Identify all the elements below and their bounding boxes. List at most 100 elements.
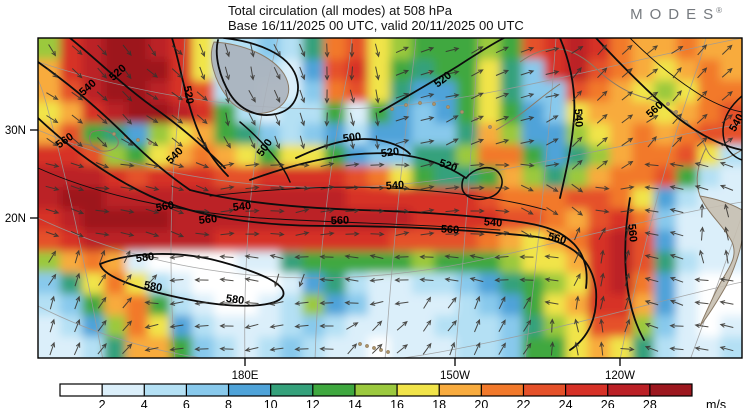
wind-arrow [369,254,384,259]
colorbar-tick-label: 26 [601,398,615,408]
field-cell [346,272,369,295]
wind-arrow [545,162,560,167]
wind-arrow [295,208,310,214]
wind-arrow [122,273,132,286]
field-cell [412,230,435,253]
wind-arrow [224,43,230,58]
colorbar-tick-label: 14 [348,398,362,408]
field-cell [192,315,215,338]
contour-label: 540 [483,216,502,229]
wind-arrow [669,208,684,214]
wind-arrow [644,277,659,283]
field-cell [170,102,193,125]
wind-arrow [574,318,579,333]
wind-arrow [248,135,256,149]
wind-arrow [99,249,106,264]
map-border [37,37,743,359]
field-cell [654,336,677,358]
wind-arrow [699,249,705,264]
height-contour [295,138,411,159]
field-cell [434,230,457,253]
wind-arrow [49,341,56,356]
wind-arrow [121,138,134,146]
wind-arrow [419,254,434,260]
field-cell [478,102,501,125]
wind-arrow [274,273,280,288]
field-cell [324,59,347,82]
field-cell [148,208,171,231]
wind-arrow [646,45,659,55]
colorbar-segment [607,384,650,396]
wind-arrow [545,93,560,98]
lon-tick-label: 150W [440,370,470,382]
field-cell [280,187,303,210]
contour-label: 540 [385,179,404,192]
wind-arrow [45,231,60,238]
wind-arrow [420,116,435,121]
wind-arrow [244,277,259,282]
wind-arrow [74,318,81,333]
wind-arrow [596,113,608,124]
wind-arrow [194,323,209,329]
wind-arrow [324,112,330,127]
field-cell [588,251,611,274]
colorbar-segment [270,384,313,396]
wind-arrow [721,44,733,55]
field-cell [676,123,699,146]
field-cell [632,336,655,358]
wind-arrow [195,231,210,237]
wind-arrow [370,185,385,191]
wind-arrow [520,69,535,76]
field-cell [390,80,413,103]
height-contour [189,189,588,289]
wind-arrow [444,254,459,260]
wind-arrow [546,115,559,123]
field-cell [720,123,742,146]
wind-arrow [599,249,605,264]
field-cell [478,144,501,167]
height-contour [38,61,191,191]
height-contour [209,186,547,211]
wind-arrow [345,185,360,191]
wind-arrow [145,208,160,214]
wind-arrow [600,295,605,310]
wind-arrow [146,137,159,147]
wind-arrow [145,163,160,168]
wind-arrow [599,318,605,333]
field-cell [522,59,545,82]
field-cell [104,38,127,61]
island [404,103,408,107]
wind-arrow [697,90,708,101]
wind-arrow [724,249,729,264]
field-cell [170,187,193,210]
contour-label: 560 [441,223,460,236]
wind-arrow [621,67,633,78]
field-cell [566,166,589,189]
wind-arrow [350,112,355,127]
field-cell [434,187,457,210]
contour-label: 520 [181,85,196,105]
wind-arrow [370,162,385,168]
field-cell [588,208,611,231]
field-cell [368,315,391,338]
wind-arrow [624,295,631,310]
field-cell [522,208,545,231]
wind-arrow [672,66,682,79]
graticule-line [384,38,417,358]
field-cell [632,123,655,146]
wind-arrow [395,92,410,99]
wind-arrow [395,185,410,191]
wind-arrow [73,342,81,356]
field-cell [588,315,611,338]
wind-arrow [644,231,659,236]
field-cell [566,208,589,231]
colorbar-tick-label: 2 [99,398,106,408]
wind-arrow [498,319,506,332]
wind-arrow [644,300,659,306]
field-cell [478,336,501,358]
wind-arrow [147,274,158,286]
wind-arrow [574,341,579,356]
wind-arrow [694,162,709,168]
field-cell [654,251,677,274]
wind-arrow [395,208,410,214]
